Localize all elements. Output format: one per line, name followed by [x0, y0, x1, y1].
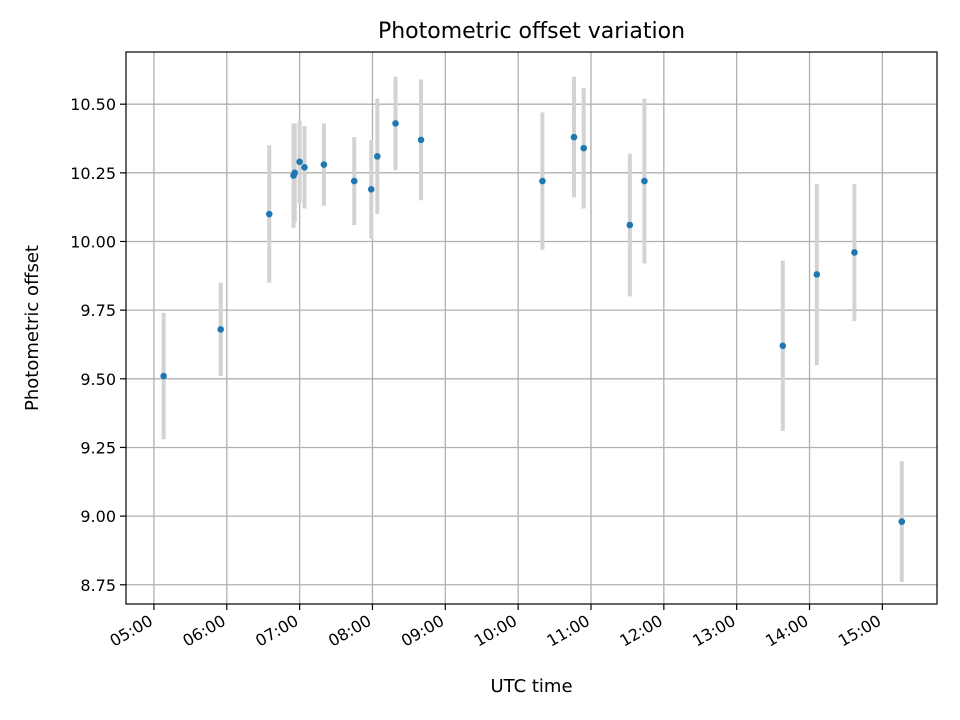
- data-point-17: [641, 177, 648, 185]
- y-axis-ticks: 8.75 9.00 9.25 9.50 9.75 10.00 10.25 10.50: [70, 95, 126, 595]
- data-point-18: [779, 342, 787, 350]
- x-axis-label: UTC time: [490, 676, 572, 697]
- data-point-20: [851, 249, 858, 256]
- data-point-7: [320, 161, 328, 168]
- data-point-9: [367, 186, 375, 193]
- y-tick-label-4: 9.75: [80, 301, 116, 320]
- data-point-11: [392, 120, 399, 127]
- data-point-15: [580, 144, 588, 152]
- y-tick-label-3: 9.50: [80, 370, 116, 389]
- data-point-13: [539, 177, 546, 185]
- data-point-19: [813, 271, 821, 278]
- data-points: [160, 120, 906, 525]
- y-tick-label-7: 10.50: [70, 95, 116, 114]
- data-point-1: [217, 326, 224, 333]
- plot-frame: [125, 51, 938, 605]
- y-tick-label-2: 9.25: [80, 438, 116, 457]
- y-tick-label-6: 10.25: [70, 164, 116, 183]
- data-point-21: [898, 518, 906, 525]
- y-tick-label-5: 10.00: [70, 232, 116, 251]
- data-point-2: [265, 210, 273, 218]
- data-point-16: [626, 221, 634, 229]
- y-tick-label-1: 9.00: [80, 507, 116, 526]
- data-point-10: [374, 153, 381, 160]
- data-point-12: [417, 136, 425, 144]
- chart-title: Photometric offset variation: [378, 19, 685, 44]
- data-point-5: [296, 158, 303, 166]
- y-tick-label-0: 8.75: [80, 576, 116, 595]
- data-point-6: [301, 164, 308, 171]
- y-axis-label: Photometric offset: [22, 245, 43, 411]
- data-point-0: [160, 372, 167, 380]
- data-point-8: [350, 177, 358, 185]
- data-point-14: [570, 133, 578, 141]
- data-point-4: [291, 169, 299, 177]
